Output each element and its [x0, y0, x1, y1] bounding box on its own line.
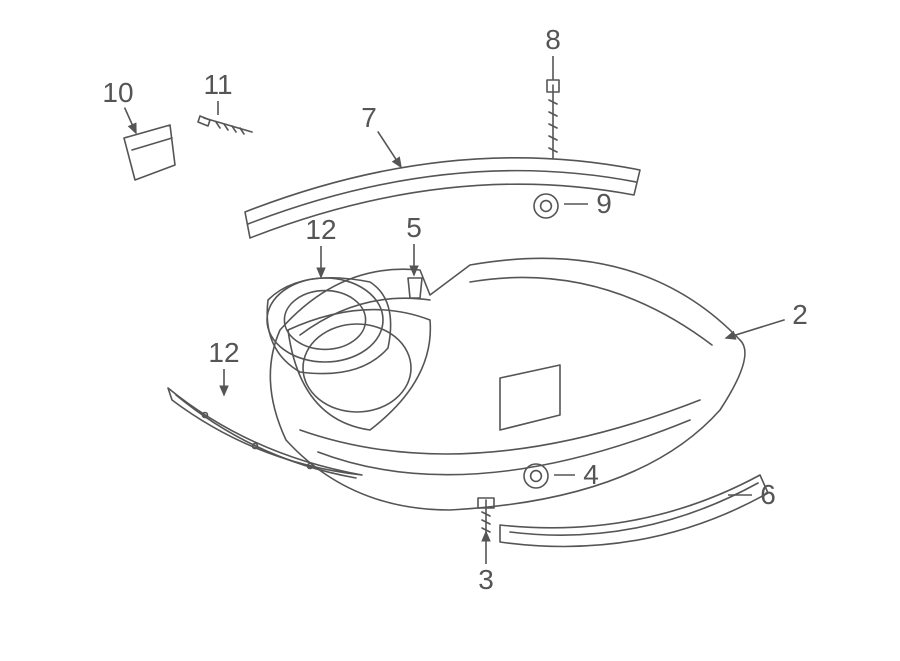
callout-label-4: 5: [406, 212, 422, 244]
part-nut-8: [534, 194, 558, 218]
part-license-area: [500, 365, 560, 430]
part-bumper-detail: [470, 277, 712, 345]
callout-label-3: 4: [583, 459, 599, 491]
callout-label-11: 12: [305, 214, 336, 246]
part-trim-12: [168, 388, 362, 475]
callout-label-9: 10: [102, 77, 133, 109]
callout-label-8: 9: [596, 188, 612, 220]
leader-line-9: [125, 108, 136, 133]
leader-line-1: [726, 320, 785, 338]
part-retainer: [408, 278, 422, 298]
part-trim-12-line: [176, 395, 356, 478]
callout-label-6: 7: [361, 102, 377, 134]
part-bolt-10-threads: [216, 122, 244, 134]
part-nut-3-inner: [531, 471, 542, 482]
callout-label-2: 3: [478, 564, 494, 596]
part-nut-3: [524, 464, 548, 488]
parts-diagram: [0, 0, 900, 661]
parts-group: [124, 80, 768, 546]
leader-lines-group: [125, 56, 785, 564]
part-reinforcement: [245, 158, 640, 238]
callout-label-12: 12: [208, 337, 239, 369]
callout-label-1: 2: [792, 299, 808, 331]
part-nut-8-inner: [541, 201, 552, 212]
callout-label-5: 6: [760, 479, 776, 511]
leader-line-6: [378, 131, 401, 167]
callout-label-10: 11: [203, 69, 232, 101]
part-ring-11-inner: [284, 291, 365, 350]
part-bracket-9-line: [132, 138, 172, 150]
part-bracket-9: [124, 125, 175, 180]
callout-label-7: 8: [545, 24, 561, 56]
part-lower-trim: [500, 475, 768, 546]
